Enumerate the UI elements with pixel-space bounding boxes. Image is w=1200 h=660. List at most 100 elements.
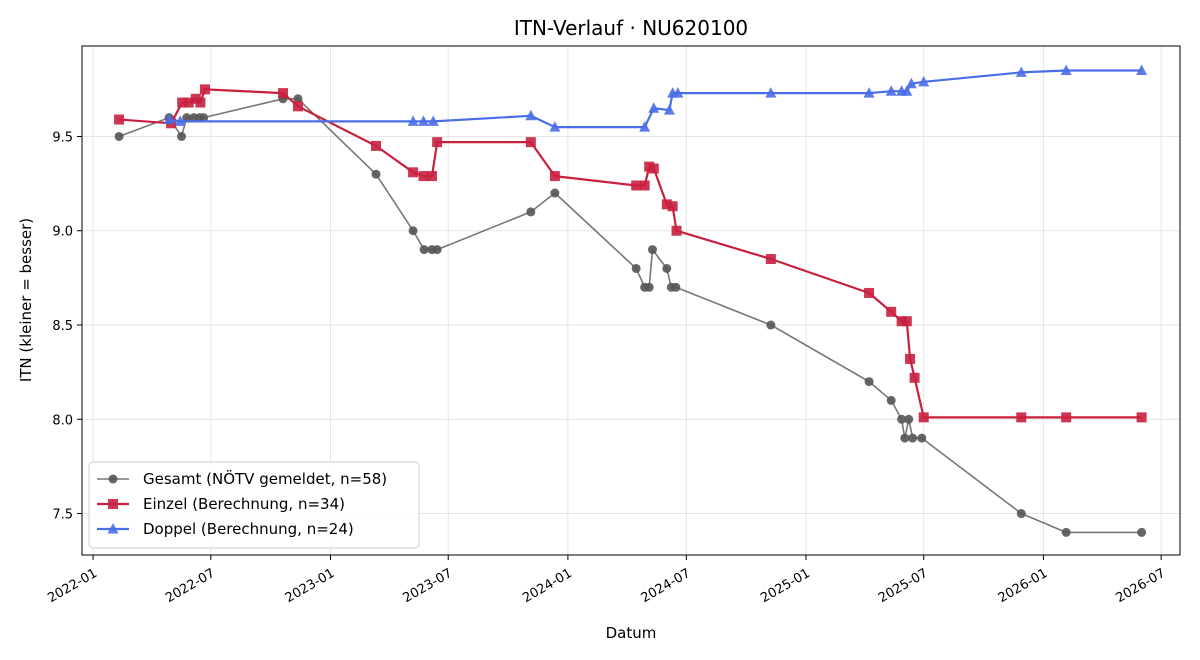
series-line bbox=[119, 88, 1142, 419]
legend-item: Einzel (Berechnung, n=34) bbox=[97, 495, 345, 513]
data-point bbox=[765, 87, 777, 98]
x-tick-label: 2025-07 bbox=[876, 566, 931, 606]
y-tick-label: 7.5 bbox=[52, 508, 73, 523]
data-point bbox=[1061, 527, 1071, 537]
legend-swatch-marker bbox=[108, 499, 118, 509]
data-point bbox=[864, 377, 874, 387]
y-axis: 7.5 8.0 8.5 9.0 9.5 bbox=[52, 130, 82, 523]
data-point bbox=[897, 414, 907, 424]
data-point bbox=[908, 433, 918, 443]
data-point bbox=[644, 282, 654, 292]
data-point bbox=[896, 316, 907, 327]
x-axis-title: Datum bbox=[606, 624, 657, 642]
data-point bbox=[904, 414, 914, 424]
legend-swatch-marker bbox=[108, 474, 118, 484]
y-axis-title: ITN (kleiner = besser) bbox=[17, 218, 35, 382]
x-tick-label: 2026-07 bbox=[1113, 566, 1168, 606]
data-point bbox=[177, 97, 188, 108]
data-point bbox=[408, 226, 418, 236]
data-point bbox=[631, 263, 641, 273]
data-point bbox=[407, 115, 419, 126]
data-point bbox=[293, 94, 303, 104]
data-point bbox=[900, 433, 910, 443]
data-point bbox=[917, 433, 927, 443]
data-point bbox=[277, 88, 288, 99]
data-point bbox=[1136, 64, 1148, 76]
data-point bbox=[863, 87, 875, 98]
data-point bbox=[371, 140, 382, 151]
data-point bbox=[371, 169, 381, 179]
data-point bbox=[182, 113, 192, 123]
data-point bbox=[765, 254, 776, 265]
data-point bbox=[114, 114, 125, 125]
data-point bbox=[408, 167, 419, 178]
data-point bbox=[418, 171, 429, 182]
data-point bbox=[766, 320, 776, 330]
data-point bbox=[631, 180, 642, 191]
data-point bbox=[905, 353, 916, 364]
x-tick-label: 2024-01 bbox=[520, 566, 575, 606]
legend: Gesamt (NÖTV gemeldet, n=58) Einzel (Bere… bbox=[88, 461, 420, 549]
data-point bbox=[671, 225, 682, 236]
x-tick-label: 2024-07 bbox=[639, 566, 694, 606]
data-point bbox=[549, 121, 561, 132]
data-point bbox=[647, 245, 657, 255]
data-point bbox=[114, 131, 124, 141]
data-point bbox=[525, 137, 536, 148]
x-tick-label: 2026-01 bbox=[996, 566, 1051, 606]
data-point bbox=[1137, 527, 1147, 537]
data-point bbox=[671, 282, 681, 292]
y-tick-label: 8.5 bbox=[52, 319, 73, 334]
legend-swatch-marker bbox=[107, 523, 119, 534]
data-point bbox=[427, 115, 439, 126]
data-point bbox=[195, 97, 206, 108]
series-square bbox=[114, 84, 1147, 423]
data-point bbox=[1060, 64, 1072, 76]
data-point bbox=[417, 115, 429, 126]
data-point bbox=[905, 77, 917, 89]
data-point bbox=[163, 113, 175, 125]
data-point bbox=[662, 263, 672, 273]
data-point bbox=[864, 287, 875, 298]
plot-frame bbox=[81, 45, 1181, 556]
x-tick-label: 2023-07 bbox=[401, 566, 456, 606]
x-tick-label: 2023-01 bbox=[283, 566, 338, 606]
series-triangle bbox=[163, 64, 1148, 132]
data-point bbox=[525, 109, 537, 121]
data-point bbox=[918, 412, 929, 423]
y-tick-label: 9.0 bbox=[52, 225, 73, 240]
data-point bbox=[432, 137, 443, 148]
data-point bbox=[174, 115, 186, 126]
data-point bbox=[663, 104, 675, 115]
data-point bbox=[419, 245, 429, 255]
data-point bbox=[1061, 412, 1072, 423]
data-point bbox=[177, 131, 187, 141]
y-tick-label: 9.5 bbox=[52, 130, 73, 145]
data-point bbox=[526, 207, 536, 217]
data-point bbox=[199, 84, 210, 95]
data-point bbox=[292, 101, 303, 112]
legend-label: Einzel (Berechnung, n=34) bbox=[143, 495, 345, 513]
data-point bbox=[909, 372, 920, 383]
data-point bbox=[1016, 509, 1026, 519]
legend-item: Doppel (Berechnung, n=24) bbox=[97, 520, 354, 538]
legend-label: Doppel (Berechnung, n=24) bbox=[143, 520, 354, 538]
y-tick-label: 8.0 bbox=[52, 413, 73, 428]
data-point bbox=[918, 75, 930, 87]
x-tick-label: 2022-07 bbox=[163, 566, 218, 606]
series-circle bbox=[114, 94, 1147, 537]
data-point bbox=[183, 97, 194, 108]
data-point bbox=[1016, 412, 1027, 423]
data-point bbox=[550, 188, 560, 198]
data-point bbox=[885, 85, 897, 96]
chart-title: ITN-Verlauf · NU620100 bbox=[514, 16, 748, 40]
x-tick-label: 2022-01 bbox=[45, 566, 100, 606]
legend-frame bbox=[88, 461, 420, 549]
data-point bbox=[1136, 412, 1147, 423]
legend-item: Gesamt (NÖTV gemeldet, n=58) bbox=[97, 469, 387, 488]
data-point bbox=[648, 163, 659, 174]
data-point bbox=[426, 171, 437, 182]
data-point bbox=[901, 85, 913, 96]
data-point bbox=[667, 201, 678, 212]
